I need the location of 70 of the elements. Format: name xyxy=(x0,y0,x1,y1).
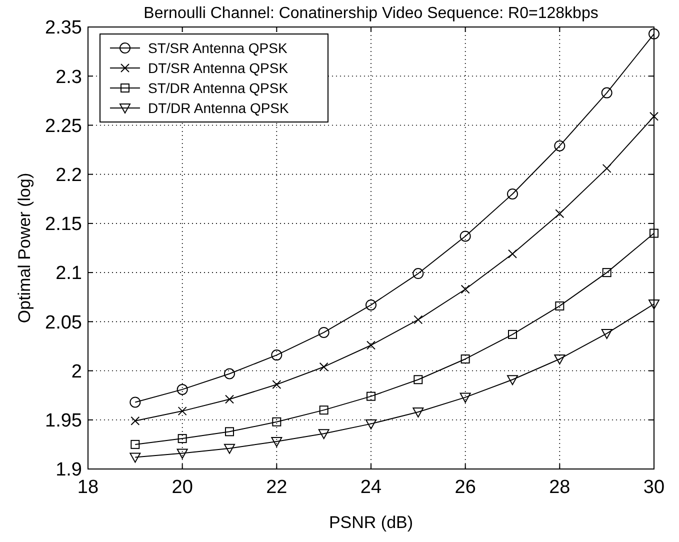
point xyxy=(650,112,658,121)
point xyxy=(414,315,423,324)
x-tick-label: 24 xyxy=(360,477,382,498)
point xyxy=(272,417,282,426)
point xyxy=(319,362,328,372)
point xyxy=(648,28,660,40)
y-tick-label: 2.15 xyxy=(45,214,82,236)
point xyxy=(555,209,564,218)
point xyxy=(130,396,141,408)
point xyxy=(507,188,518,200)
point xyxy=(272,380,282,390)
point xyxy=(366,419,376,430)
point xyxy=(508,249,517,258)
point xyxy=(460,392,471,403)
chart-title: Bernoulli Channel: Conatinership Video Sequence: R0=128kbps xyxy=(144,5,598,22)
point xyxy=(130,440,140,449)
point xyxy=(650,228,658,238)
point xyxy=(319,406,328,415)
point xyxy=(601,87,612,98)
point xyxy=(414,375,423,384)
x-tick-label: 30 xyxy=(643,477,665,498)
point xyxy=(318,326,330,338)
point xyxy=(460,230,471,242)
point xyxy=(130,416,140,426)
legend-label: DT/SR Antenna QPSK xyxy=(148,60,289,76)
point xyxy=(554,140,566,152)
point xyxy=(271,350,282,361)
point xyxy=(225,394,234,404)
point xyxy=(224,368,235,380)
x-axis-title: PSNR (dB) xyxy=(328,513,414,532)
legend-label: ST/SR Antenna QPSK xyxy=(148,40,288,56)
point xyxy=(601,328,612,339)
legend-label: ST/DR Antenna QPSK xyxy=(148,80,289,96)
point xyxy=(602,164,612,173)
point xyxy=(412,408,424,418)
y-tick-label: 2.2 xyxy=(56,164,82,186)
point xyxy=(648,299,660,310)
x-tick-label: 26 xyxy=(454,477,476,498)
point xyxy=(412,268,424,280)
point xyxy=(366,340,376,350)
point xyxy=(178,406,187,416)
x-tick-label: 20 xyxy=(172,477,193,498)
legend-label: DT/DR Antenna QPSK xyxy=(148,100,290,116)
y-tick-label: 2 xyxy=(71,361,82,382)
point xyxy=(554,354,566,364)
y-axis-title: Optimal Power (log) xyxy=(15,172,34,324)
y-tick-label: 1.95 xyxy=(45,410,82,432)
y-tick-label: 2.3 xyxy=(56,66,82,88)
point xyxy=(318,429,330,440)
y-tick-label: 2.1 xyxy=(56,263,82,284)
point xyxy=(130,452,141,463)
x-tick-label: 28 xyxy=(549,477,570,498)
point xyxy=(555,301,564,310)
y-tick-label: 2.05 xyxy=(45,312,82,334)
point xyxy=(460,354,470,364)
point xyxy=(176,448,188,459)
point xyxy=(366,299,376,310)
point xyxy=(178,434,187,444)
point xyxy=(366,392,376,401)
point xyxy=(602,268,612,278)
point xyxy=(460,284,470,294)
y-tick-label: 2.25 xyxy=(45,116,82,137)
point xyxy=(224,444,235,454)
point xyxy=(225,427,234,436)
point xyxy=(271,437,282,447)
x-tick-label: 22 xyxy=(266,477,288,498)
y-tick-label: 2.35 xyxy=(45,18,82,39)
point xyxy=(176,384,188,395)
point xyxy=(508,330,517,339)
point xyxy=(507,375,518,386)
